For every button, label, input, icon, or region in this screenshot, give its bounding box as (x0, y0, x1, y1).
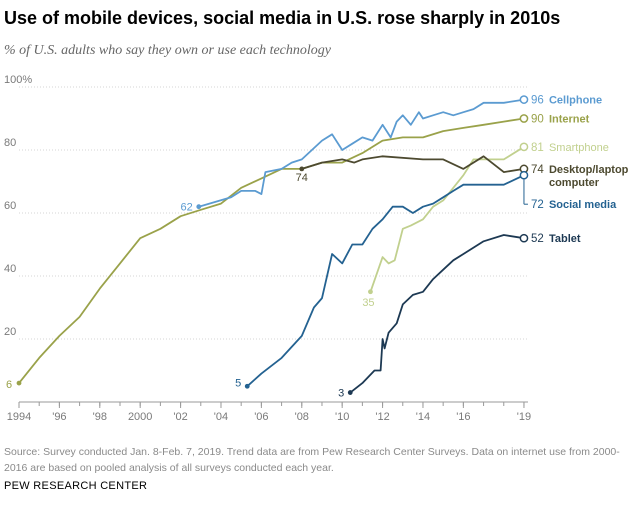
series-start-dot (16, 380, 22, 386)
series-start-dot (196, 204, 202, 210)
x-tick-label: '04 (214, 411, 228, 423)
publisher-label: PEW RESEARCH CENTER (4, 480, 148, 492)
x-tick-label: '16 (456, 411, 470, 423)
series-name-label: Internet (549, 114, 590, 126)
series-line (18, 117, 525, 384)
series-end-value: 96 (531, 95, 544, 107)
series-end-value: 72 (531, 199, 544, 211)
series-name-label: Social media (549, 199, 617, 211)
series-start-label: 74 (296, 172, 308, 184)
series-start-dot (347, 390, 353, 395)
series-line (246, 174, 525, 387)
axes: 20 40 60 80 100% 1994 '96 '98 2000 '02 '04 '06 '08 '1… (4, 74, 531, 423)
series-start-label: 5 (235, 377, 241, 389)
x-tick-label: '06 (254, 411, 268, 423)
series-name-label: computer (549, 177, 600, 189)
series-start-label: 62 (181, 202, 193, 214)
gridlines (19, 86, 528, 340)
series-end-value: 81 (531, 142, 544, 154)
series-name-label: Desktop/laptop (549, 164, 629, 176)
chart-title: Use of mobile devices, social media in U… (4, 8, 561, 28)
chart-subtitle: % of U.S. adults who say they own or use… (4, 43, 332, 58)
series-start-dot (244, 383, 250, 389)
x-tick-label: '12 (375, 411, 389, 423)
x-tick-label: '14 (416, 411, 430, 423)
x-tick-label: '10 (335, 411, 349, 423)
x-tick-label: '08 (295, 411, 309, 423)
series-start-dot (368, 289, 373, 295)
x-tick-label: '19 (517, 411, 531, 423)
series-line (301, 155, 525, 174)
series-end-marker (519, 142, 529, 152)
series-end-marker (519, 95, 529, 104)
y-tick-label: 60 (4, 200, 16, 212)
series-start-label: 35 (362, 297, 374, 309)
x-tick-label: 2000 (128, 411, 152, 423)
x-tick-label: '98 (93, 411, 107, 423)
y-tick-label: 20 (4, 326, 16, 338)
series-name-label: Tablet (549, 233, 581, 245)
series-line (349, 234, 525, 394)
y-tick-label: 100% (4, 74, 32, 86)
source-note: Source: Survey conducted Jan. 8-Feb. 7, … (4, 446, 620, 474)
series-start-dot (299, 166, 305, 172)
series-labels: 6 62 35 74 5 3 90 Internet 96 Cellphone 81 Smartpho… (6, 95, 629, 400)
series-start-label: 6 (6, 379, 12, 391)
series-start-label: 3 (338, 388, 344, 400)
x-tick-label: 1994 (7, 411, 31, 423)
series-end-value: 52 (531, 233, 544, 245)
series-name-label: Cellphone (549, 95, 602, 107)
series-end-value: 74 (531, 164, 544, 176)
y-tick-label: 80 (4, 137, 16, 149)
x-tick-label: '02 (173, 411, 187, 423)
series-lines (16, 95, 529, 395)
series-name-label: Smartphone (549, 142, 609, 154)
series-line (369, 146, 525, 293)
series-end-marker (519, 170, 529, 180)
x-tick-label: '96 (52, 411, 66, 423)
y-tick-label: 40 (4, 263, 16, 275)
series-end-marker (519, 114, 529, 123)
series-end-marker (519, 233, 529, 243)
series-line (198, 98, 525, 208)
series-end-value: 90 (531, 114, 544, 126)
